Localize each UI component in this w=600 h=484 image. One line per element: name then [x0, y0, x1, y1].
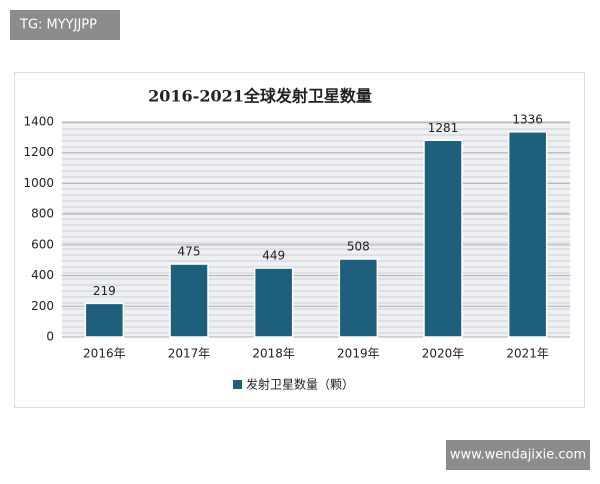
data-label: 475	[178, 245, 201, 259]
y-tick-label: 400	[31, 268, 54, 282]
bar	[169, 263, 209, 338]
bar	[507, 131, 548, 338]
plot-area	[62, 122, 570, 337]
y-tick-label: 1000	[23, 176, 54, 190]
x-tick-label: 2018年	[252, 347, 295, 361]
y-tick-label: 0	[46, 330, 54, 344]
bar	[84, 302, 125, 338]
legend-label: 发射卫星数量（颗）	[246, 377, 354, 392]
data-label: 508	[347, 239, 370, 253]
y-tick-label: 1200	[23, 145, 54, 159]
y-tick-label: 1400	[23, 115, 54, 129]
watermark: www.wendajixie.com	[450, 448, 586, 463]
x-tick-label: 2016年	[83, 347, 126, 361]
data-label: 1336	[512, 112, 543, 126]
data-label: 1281	[428, 121, 459, 135]
bar	[338, 258, 379, 338]
x-tick-label: 2020年	[422, 347, 465, 361]
watermark-box	[10, 10, 120, 40]
watermark-box	[446, 440, 590, 470]
data-label: 219	[93, 284, 116, 298]
data-label: 449	[262, 249, 285, 263]
x-tick-label: 2017年	[168, 347, 211, 361]
bar	[423, 139, 463, 338]
watermark: TG: MYYJJPP	[19, 18, 97, 33]
chart-title: 2016-2021全球发射卫星数量	[148, 87, 372, 106]
y-tick-label: 600	[31, 237, 54, 251]
y-tick-label: 800	[31, 207, 54, 221]
x-tick-label: 2019年	[337, 347, 380, 361]
legend-swatch	[233, 380, 242, 389]
y-tick-label: 200	[31, 299, 54, 313]
x-tick-label: 2021年	[506, 347, 549, 361]
bar	[253, 267, 294, 338]
